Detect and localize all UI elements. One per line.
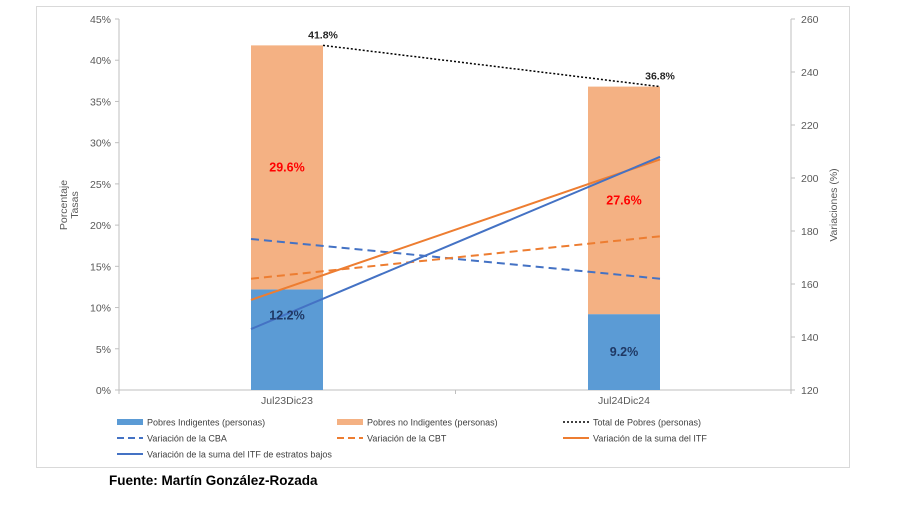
bar-indigentes bbox=[251, 289, 323, 390]
bar-no-indigentes bbox=[588, 86, 660, 315]
legend-swatch bbox=[117, 419, 143, 425]
legend-label: Total de Pobres (personas) bbox=[593, 418, 701, 428]
total-line bbox=[322, 44, 661, 88]
x-tick-label: Jul24Dic24 bbox=[598, 395, 650, 407]
legend-label: Pobres no Indigentes (personas) bbox=[367, 418, 498, 428]
y2-tick-label: 160 bbox=[801, 279, 819, 291]
y-tick-label: 25% bbox=[90, 179, 111, 191]
bar-data-label: 29.6% bbox=[269, 160, 304, 174]
y-tick-label: 15% bbox=[90, 261, 111, 273]
y-tick-label: 20% bbox=[90, 220, 111, 232]
y-tick-label: 10% bbox=[90, 303, 111, 315]
y2-tick-label: 260 bbox=[801, 14, 819, 26]
series-line-0 bbox=[250, 237, 661, 280]
legend-label: Pobres Indigentes (personas) bbox=[147, 418, 265, 428]
bar-no-indigentes bbox=[251, 45, 323, 290]
y-tick-label: 5% bbox=[96, 344, 111, 356]
y2-axis-title: Variaciones (%) bbox=[828, 168, 840, 241]
legend-label: Variación de la suma del ITF de estratos… bbox=[147, 450, 332, 460]
y-axis-title-line: Tasas bbox=[69, 191, 81, 218]
chart-svg: 0% 5% 10% 15% 20% 25% 30% 35% 40% 45% 120 140 160 180… bbox=[58, 14, 840, 460]
y-axis-title: PorcentajeTasas bbox=[58, 180, 81, 230]
y-tick-label: 45% bbox=[90, 14, 111, 26]
y2-tick-label: 240 bbox=[801, 67, 819, 79]
bar-data-label: 9.2% bbox=[610, 345, 639, 359]
y2-tick-label: 140 bbox=[801, 332, 819, 344]
y-axis-title-line: Porcentaje bbox=[58, 180, 70, 230]
bar-data-label: 12.2% bbox=[269, 308, 304, 322]
legend-swatch bbox=[337, 419, 363, 425]
legend-label: Variación de la CBT bbox=[367, 434, 447, 444]
y-tick-label: 40% bbox=[90, 55, 111, 67]
bar-indigentes bbox=[588, 314, 660, 390]
y-tick-label: 30% bbox=[90, 138, 111, 150]
chart-frame: 0% 5% 10% 15% 20% 25% 30% 35% 40% 45% 120 140 160 180… bbox=[36, 6, 850, 468]
y-tick-label: 35% bbox=[90, 96, 111, 108]
y2-tick-label: 180 bbox=[801, 226, 819, 238]
y2-tick-label: 200 bbox=[801, 173, 819, 185]
bar-data-label: 27.6% bbox=[606, 193, 641, 207]
total-data-label: 41.8% bbox=[308, 29, 338, 41]
x-tick-label: Jul23Dic23 bbox=[261, 395, 313, 407]
y2-tick-label: 120 bbox=[801, 385, 819, 397]
legend-label: Variación de la suma del ITF bbox=[593, 434, 707, 444]
total-data-label: 36.8% bbox=[645, 71, 675, 83]
y2-tick-label: 220 bbox=[801, 120, 819, 132]
series-line-3 bbox=[250, 155, 661, 330]
y-tick-label: 0% bbox=[96, 385, 111, 397]
source-note: Fuente: Martín González-Rozada bbox=[109, 473, 318, 488]
series-line-2 bbox=[250, 158, 661, 301]
series-line-1 bbox=[250, 235, 661, 280]
legend-label: Variación de la CBA bbox=[147, 434, 227, 444]
